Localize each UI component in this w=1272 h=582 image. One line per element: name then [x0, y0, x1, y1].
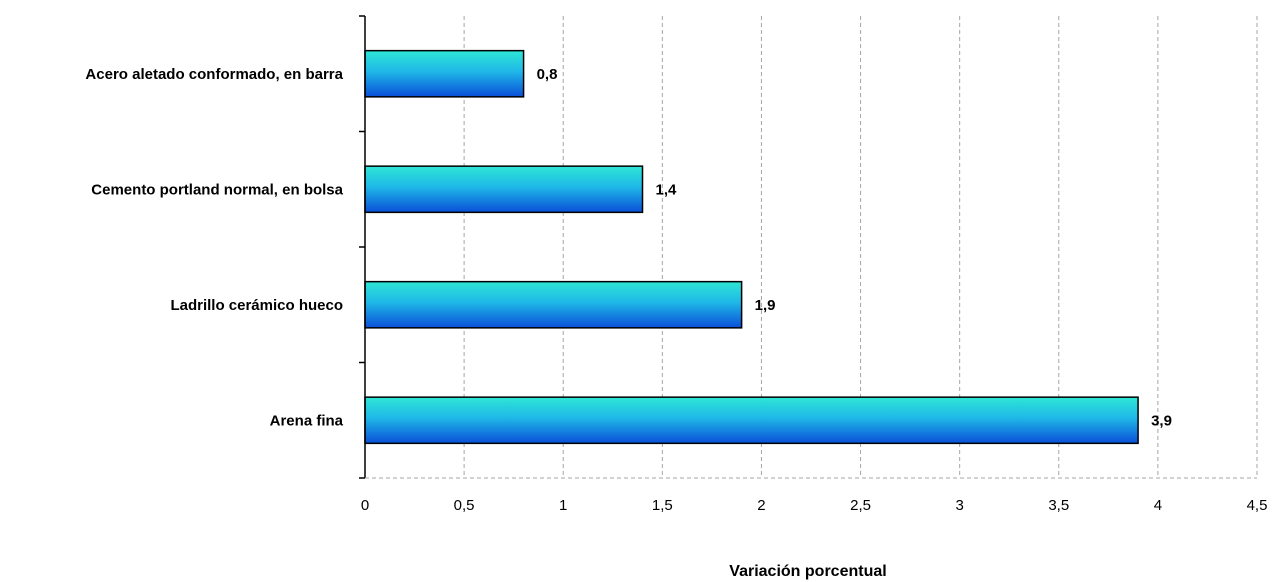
bars: [364, 49, 1139, 445]
data-label: 1,4: [656, 181, 678, 198]
x-tick-label: 1,5: [652, 497, 673, 514]
data-label: 3,9: [1151, 412, 1172, 429]
category-label: Cemento portland normal, en bolsa: [91, 181, 343, 198]
bar: [364, 396, 1139, 445]
category-label: Ladrillo cerámico hueco: [170, 297, 343, 314]
bar: [364, 49, 525, 98]
x-tick-label: 0,5: [454, 497, 475, 514]
x-tick-label: 2: [757, 497, 765, 514]
bar: [364, 280, 743, 329]
bar: [364, 165, 644, 214]
x-axis-title: Variación porcentual: [729, 563, 886, 580]
category-label: Arena fina: [270, 412, 344, 429]
category-label: Acero aletado conformado, en barra: [85, 66, 343, 83]
gridlines: [463, 16, 1258, 478]
x-tick-label: 2,5: [850, 497, 871, 514]
x-tick-label: 4,5: [1247, 497, 1268, 514]
x-tick-label: 4: [1154, 497, 1162, 514]
x-tick-label: 3,5: [1048, 497, 1069, 514]
x-tick-label: 1: [559, 497, 567, 514]
x-tick-label: 3: [955, 497, 963, 514]
data-label: 0,8: [537, 66, 558, 83]
x-tick-label: 0: [361, 497, 369, 514]
labels: 0 0,5 1 1,5 2 2,5 3 3,5 4 4,5 0,8 Acero aletado con…: [85, 66, 1267, 514]
data-label: 1,9: [755, 297, 776, 314]
axes: [359, 15, 1257, 479]
